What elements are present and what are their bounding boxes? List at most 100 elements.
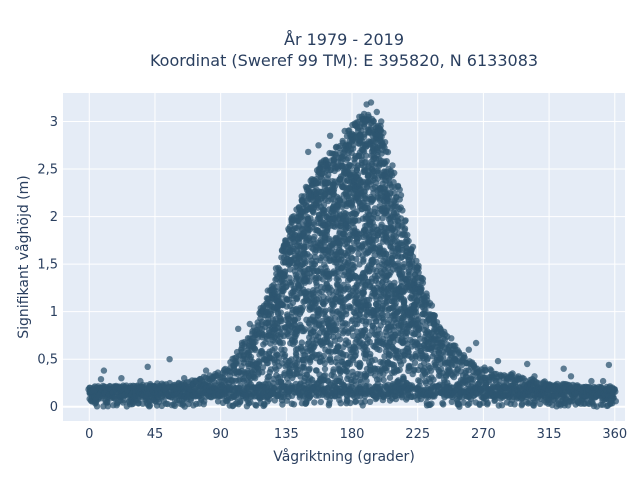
data-point xyxy=(431,312,438,319)
data-point xyxy=(252,346,259,354)
data-point xyxy=(334,203,341,210)
data-point xyxy=(349,145,357,152)
data-point xyxy=(369,215,377,222)
data-point xyxy=(439,354,447,361)
data-point xyxy=(299,304,306,311)
data-point xyxy=(352,210,360,218)
data-point xyxy=(560,365,567,372)
data-point xyxy=(321,360,328,367)
data-point xyxy=(379,215,386,222)
data-point xyxy=(264,373,271,381)
data-point xyxy=(362,372,370,379)
data-point xyxy=(349,204,357,211)
data-point xyxy=(400,260,408,268)
data-point xyxy=(472,339,480,347)
data-point xyxy=(305,217,312,224)
data-point xyxy=(392,303,399,310)
data-point xyxy=(179,400,187,407)
data-point xyxy=(387,352,394,359)
data-point xyxy=(391,279,398,286)
data-point xyxy=(320,352,327,360)
data-point xyxy=(383,299,390,307)
data-point xyxy=(348,304,355,311)
data-point xyxy=(382,186,389,193)
data-point xyxy=(367,350,374,358)
data-point xyxy=(100,367,108,374)
data-point xyxy=(381,139,389,146)
data-point xyxy=(387,218,394,226)
data-point xyxy=(365,111,372,119)
data-point xyxy=(400,375,407,382)
data-point xyxy=(411,359,419,366)
data-point xyxy=(413,257,420,265)
data-point xyxy=(279,401,286,408)
data-point xyxy=(129,382,137,389)
data-point xyxy=(347,399,354,407)
data-point xyxy=(399,207,406,214)
data-point xyxy=(315,142,322,149)
data-point xyxy=(305,148,312,156)
data-point xyxy=(317,398,324,406)
data-point xyxy=(90,387,97,394)
data-point xyxy=(93,403,101,410)
data-point xyxy=(391,169,398,177)
data-point xyxy=(386,374,394,381)
data-point xyxy=(321,308,328,316)
data-point xyxy=(440,401,447,408)
data-point xyxy=(333,320,340,328)
data-point xyxy=(511,401,518,408)
data-point xyxy=(419,275,427,283)
data-point xyxy=(326,400,333,407)
data-point xyxy=(246,320,253,328)
data-point xyxy=(321,372,329,379)
data-point xyxy=(247,399,254,406)
data-point xyxy=(448,335,455,342)
data-point xyxy=(465,346,472,353)
data-point xyxy=(366,332,373,339)
data-point xyxy=(259,364,267,371)
data-point xyxy=(448,398,455,405)
data-point xyxy=(361,326,368,334)
data-point xyxy=(402,217,409,224)
data-point xyxy=(331,337,339,344)
x-tick-label: 90 xyxy=(212,427,229,442)
x-tick-labels: 0 45 90 135 180 225 270 315 360 xyxy=(85,427,627,442)
data-point xyxy=(351,263,358,271)
data-point xyxy=(509,370,516,377)
data-point xyxy=(344,321,351,328)
data-point xyxy=(321,365,329,373)
data-point xyxy=(406,271,414,278)
data-points xyxy=(85,99,619,410)
data-point xyxy=(302,400,309,407)
data-point xyxy=(137,377,144,385)
data-point xyxy=(468,380,476,387)
data-point xyxy=(335,277,342,284)
data-point xyxy=(380,376,387,384)
data-point xyxy=(291,339,298,346)
data-point xyxy=(402,243,409,250)
data-point xyxy=(343,367,351,375)
x-tick-label: 360 xyxy=(602,427,627,442)
data-point xyxy=(302,258,309,265)
data-point xyxy=(428,302,436,309)
data-point xyxy=(430,376,437,383)
data-point xyxy=(317,257,324,264)
data-point xyxy=(344,155,352,162)
data-point xyxy=(384,148,392,156)
y-tick-label: 3 xyxy=(50,115,58,130)
y-tick-label: 0 xyxy=(50,400,58,415)
data-point xyxy=(416,378,423,385)
data-point xyxy=(302,243,310,251)
y-tick-label: 2,5 xyxy=(37,163,58,178)
data-point xyxy=(400,357,407,364)
y-tick-label: 2 xyxy=(50,210,58,225)
data-point xyxy=(357,378,365,385)
data-point xyxy=(334,326,341,334)
data-point xyxy=(320,201,328,209)
data-point xyxy=(325,348,333,355)
data-point xyxy=(166,356,173,363)
data-point xyxy=(352,397,360,405)
x-tick-label: 270 xyxy=(471,427,496,442)
data-point xyxy=(290,401,298,408)
data-point xyxy=(277,309,285,316)
